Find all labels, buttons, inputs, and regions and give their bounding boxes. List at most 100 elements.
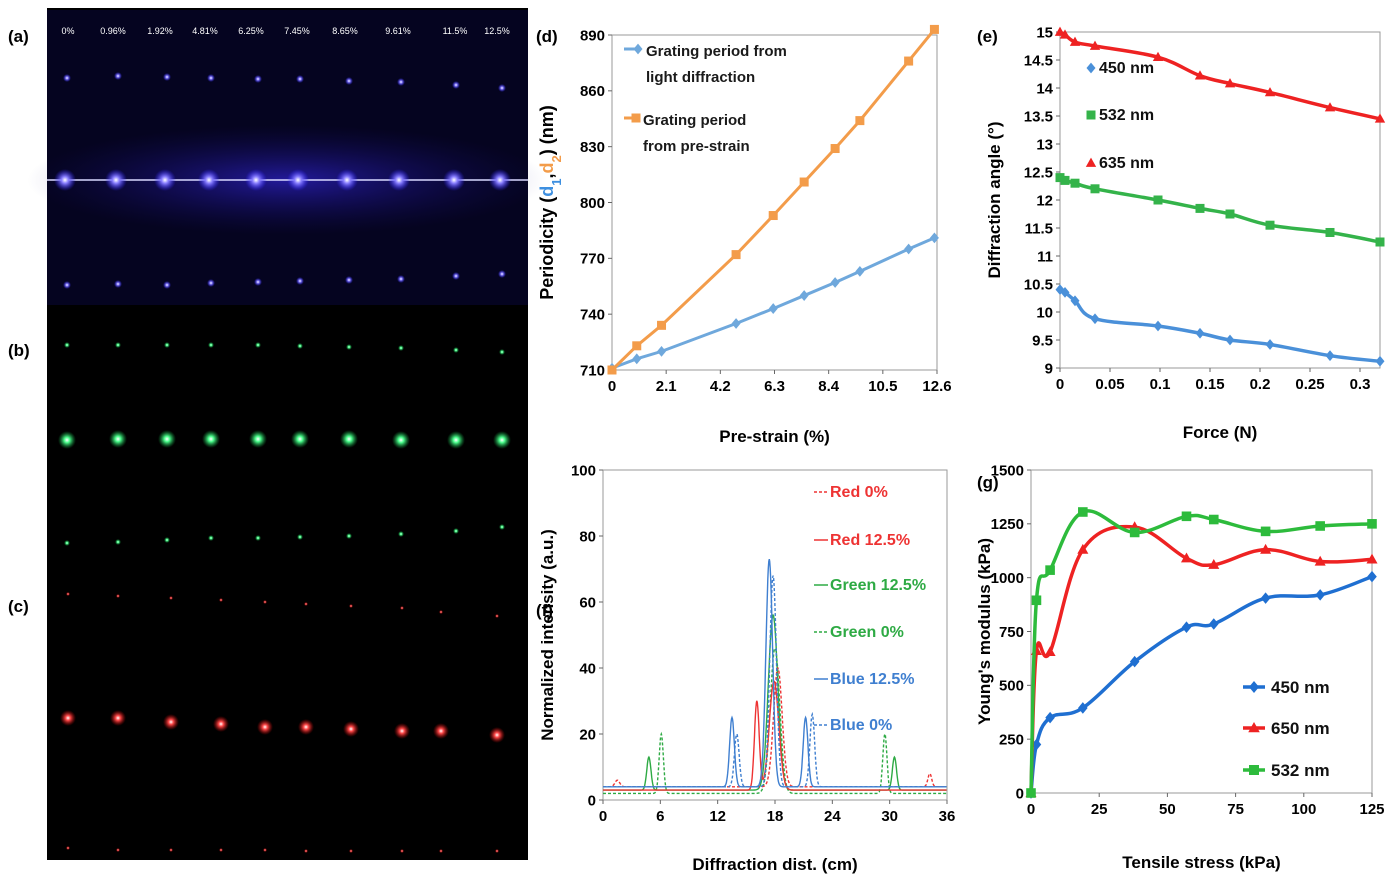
x-tick-label-1: 0.05 bbox=[1095, 376, 1124, 393]
red-spot-r7-c0 bbox=[60, 710, 76, 726]
y-tick-label-1: 20 bbox=[579, 726, 596, 743]
y-tick-label-12: 15 bbox=[1036, 24, 1053, 41]
green-spot-r4-c4 bbox=[249, 430, 267, 448]
panel-d: (d) 0 2.1 4.2 6.3 8.4 10.5 12.6 710 740 770 800 830 8… bbox=[536, 24, 952, 446]
strain-label-8: 11.5% bbox=[443, 26, 468, 36]
red-spot-r8-c1 bbox=[116, 848, 120, 852]
panel-g: (g)0 25 50 75 100 1250250500750100012501500Te… bbox=[975, 462, 1385, 872]
x-tick-label-4: 24 bbox=[824, 808, 841, 825]
legend-label-0: 450 nm bbox=[1099, 60, 1154, 77]
legend-label-5: Blue 0% bbox=[830, 717, 892, 734]
ylabel-d1: d bbox=[537, 186, 557, 197]
series-0-point-5 bbox=[1195, 327, 1205, 339]
x-tick-label-2: 50 bbox=[1159, 801, 1176, 818]
legend-label-1: 532 nm bbox=[1099, 107, 1154, 124]
x-tick-label-5: 0.25 bbox=[1295, 376, 1324, 393]
y-tick-label-2: 770 bbox=[580, 251, 605, 268]
series-1-point-5 bbox=[1195, 203, 1205, 213]
panel-e: (e) 0 0.05 0.1 0.15 0.2 0.25 0.3 9 9.5 10 10.5 11 11.… bbox=[977, 24, 1386, 442]
red-spot-r6-c8 bbox=[439, 610, 443, 614]
ylabel-d1-sub: 1 bbox=[549, 178, 564, 185]
y-tick-label-3: 800 bbox=[580, 195, 605, 212]
y-tick-label-6: 890 bbox=[580, 27, 605, 44]
x-tick-label-1: 2.1 bbox=[656, 378, 677, 395]
x-tick-label-2: 4.2 bbox=[710, 378, 731, 395]
series-1-point-8 bbox=[1314, 555, 1326, 566]
red-spot-r6-c6 bbox=[349, 604, 353, 608]
ylabel-comma: , bbox=[537, 173, 557, 178]
red-spot-r7-c2 bbox=[163, 714, 179, 730]
red-spot-r8-c5 bbox=[304, 849, 308, 853]
red-spot-r6-c3 bbox=[219, 598, 223, 602]
series-2-point-0 bbox=[1054, 26, 1066, 36]
legend-label-3: Green 0% bbox=[830, 624, 904, 641]
series-0-point-5 bbox=[799, 290, 809, 301]
blue-spot-r2-c2 bbox=[163, 281, 171, 289]
panel-label-g: (g) bbox=[977, 473, 999, 492]
series-0-point-8 bbox=[1315, 589, 1325, 601]
series-line-0 bbox=[1059, 288, 1381, 364]
x-axis-title: Tensile stress (kPa) bbox=[1122, 853, 1280, 872]
green-spot-r3-c1 bbox=[115, 342, 121, 348]
green-spot-r3-c5 bbox=[297, 343, 303, 349]
series-2-point-8 bbox=[1315, 521, 1325, 531]
series-1-point-2 bbox=[1070, 178, 1080, 188]
x-tick-label-0: 0 bbox=[1056, 376, 1064, 393]
legend-marker-1 bbox=[1248, 722, 1260, 733]
red-spot-r7-c7 bbox=[394, 723, 410, 739]
series-1-point-2 bbox=[1044, 646, 1056, 657]
series-1-point-0 bbox=[607, 365, 617, 375]
series-0-point-7 bbox=[1260, 592, 1271, 604]
series-0-point-1 bbox=[1060, 287, 1070, 298]
legend-label-0-line1: Grating period from bbox=[646, 43, 787, 60]
red-spot-r6-c0 bbox=[66, 592, 70, 596]
red-spot-r8-c4 bbox=[263, 848, 267, 852]
x-tick-label-0: 0 bbox=[1027, 801, 1035, 818]
strain-label-3: 4.81% bbox=[192, 26, 218, 36]
legend-label-1-line1: Grating period bbox=[643, 112, 746, 129]
blue-spot-r1-c8 bbox=[443, 169, 465, 191]
x-tick-label-5: 125 bbox=[1359, 801, 1384, 818]
series-1-point-1 bbox=[632, 341, 642, 351]
series-0-point-2 bbox=[1045, 711, 1055, 724]
series-2-point-9 bbox=[1374, 113, 1386, 123]
series-1-point-8 bbox=[1325, 227, 1335, 237]
strain-label-0: 0% bbox=[61, 26, 74, 36]
y-tick-label-9: 13.5 bbox=[1024, 108, 1053, 125]
red-spot-r7-c4 bbox=[257, 719, 273, 735]
series-2-point-9 bbox=[1367, 519, 1377, 529]
blue-spot-r0-c3 bbox=[207, 74, 215, 82]
series-2-point-3 bbox=[1078, 507, 1088, 517]
green-spot-r5-c1 bbox=[115, 539, 121, 545]
y-tick-label-8: 13 bbox=[1036, 136, 1053, 153]
y-axis-title: Normalized intensity (a.u.) bbox=[538, 529, 557, 741]
y-tick-label-11: 14.5 bbox=[1024, 52, 1053, 69]
y-tick-label-1: 740 bbox=[580, 306, 605, 323]
series-1-point-3 bbox=[1090, 184, 1100, 194]
blue-spot-r2-c4 bbox=[254, 278, 262, 286]
x-axis-title: Diffraction dist. (cm) bbox=[692, 855, 857, 874]
blue-spot-r2-c6 bbox=[345, 276, 353, 284]
blue-spot-r0-c2 bbox=[163, 73, 171, 81]
red-spot-r8-c7 bbox=[400, 849, 404, 853]
series-0-point-9 bbox=[929, 232, 939, 244]
plot-area bbox=[1059, 31, 1381, 369]
series-2-point-8 bbox=[1324, 102, 1336, 112]
x-tick-label-1: 25 bbox=[1091, 801, 1108, 818]
strain-label-5: 7.45% bbox=[284, 26, 310, 36]
series-1-point-0 bbox=[1055, 173, 1065, 183]
series-1-point-4 bbox=[1153, 195, 1163, 205]
red-spot-r6-c7 bbox=[400, 606, 404, 610]
green-spot-r3-c3 bbox=[208, 342, 214, 348]
green-spot-r3-c0 bbox=[64, 342, 70, 348]
red-spot-r6-c4 bbox=[263, 600, 267, 604]
y-tick-label-6: 1500 bbox=[991, 462, 1024, 479]
series-2-point-2 bbox=[1045, 565, 1055, 575]
series-2-point-1 bbox=[1031, 595, 1042, 606]
series-0-point-1 bbox=[632, 353, 642, 365]
blue-spot-r1-c6 bbox=[336, 169, 358, 191]
series-1-point-7 bbox=[1265, 220, 1275, 230]
green-spot-r4-c7 bbox=[392, 431, 410, 449]
red-spot-r8-c3 bbox=[219, 848, 223, 852]
